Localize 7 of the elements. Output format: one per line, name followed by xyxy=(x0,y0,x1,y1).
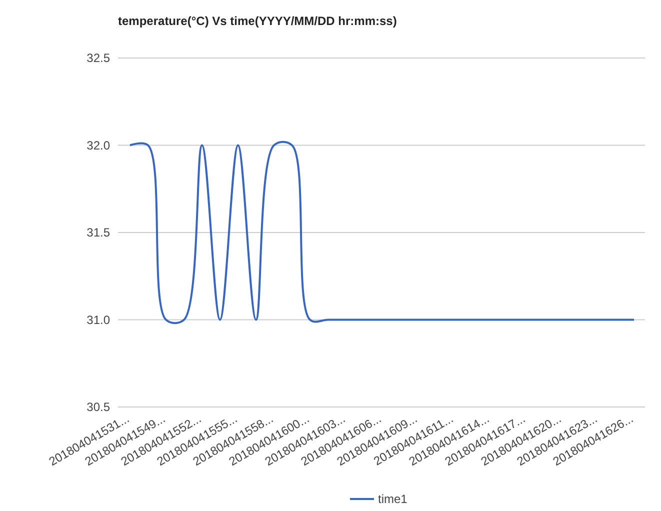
y-tick-label: 32.5 xyxy=(86,51,110,65)
y-tick-label: 31.0 xyxy=(86,312,110,327)
y-tick-label: 30.5 xyxy=(86,400,110,414)
legend-label: time1 xyxy=(378,492,408,506)
chart-title: temperature(°C) Vs time(YYYY/MM/DD hr:mm:ss) xyxy=(118,14,397,28)
y-tick-label: 31.5 xyxy=(86,226,110,240)
y-tick-label: 32.0 xyxy=(86,138,110,152)
